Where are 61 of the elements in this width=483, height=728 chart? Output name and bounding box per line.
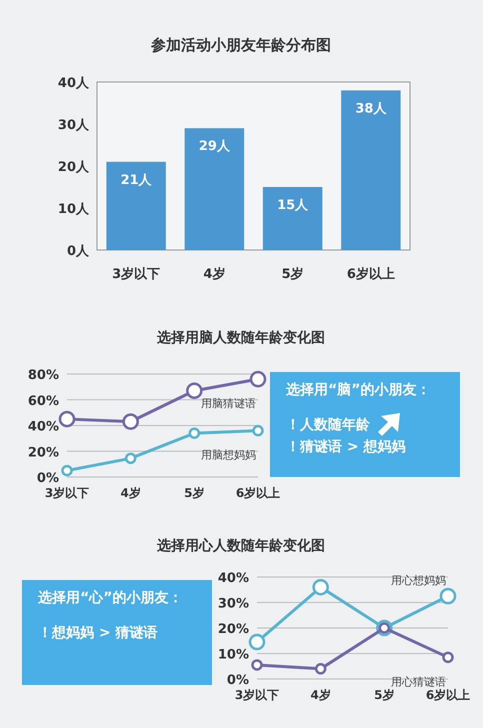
point [248, 634, 266, 650]
y-tick-label: 80% [28, 368, 59, 383]
point [251, 659, 263, 671]
y-tick-label: 20% [28, 445, 59, 460]
point [442, 652, 454, 664]
bar [184, 128, 244, 250]
series-label: 用心想妈妈 [391, 574, 446, 588]
point [61, 464, 73, 476]
point [314, 663, 326, 675]
y-tick-label: 40% [218, 571, 249, 586]
point [440, 588, 456, 604]
y-tick-label: 10% [218, 648, 249, 662]
x-tick-label: 3岁以下 [234, 688, 280, 702]
y-tick-label: 20% [218, 622, 249, 637]
x-tick-label: 4岁 [310, 688, 331, 702]
point [58, 410, 76, 428]
x-tick-label: 6岁以上 [426, 688, 470, 702]
x-tick-label: 4岁 [203, 267, 226, 282]
point [252, 424, 264, 436]
point [188, 427, 200, 439]
y-tick-label: 30% [218, 596, 249, 612]
bar [341, 90, 401, 250]
point [250, 370, 266, 388]
point [124, 452, 136, 464]
point [312, 578, 329, 596]
chart-title: 选择用心人数随年龄变化图 [156, 537, 325, 554]
chart-title: 参加活动小朋友年龄分布图 [150, 36, 331, 54]
x-tick-label: 4岁 [120, 486, 141, 500]
x-tick-label: 3岁以下 [112, 267, 160, 282]
y-tick-label: 20人 [58, 160, 90, 175]
data-label: 38人 [355, 101, 388, 116]
x-tick-label: 6岁以上 [236, 486, 280, 500]
y-tick-label: 60% [28, 394, 59, 409]
y-tick-label: 0人 [66, 244, 90, 259]
x-tick-label: 5岁 [374, 688, 395, 702]
text: 选择用“心”的小朋友： [37, 589, 182, 606]
x-tick-label: 3岁以下 [44, 486, 90, 500]
y-tick-label: 40% [28, 420, 59, 434]
text: ！猜谜语 > 想妈妈 [286, 439, 406, 455]
x-tick-label: 5岁 [282, 267, 304, 282]
y-tick-label: 30人 [58, 118, 90, 133]
point [186, 382, 203, 399]
x-tick-label: 6岁以上 [346, 267, 395, 282]
y-tick-label: 40人 [58, 76, 90, 91]
data-label: 29人 [198, 139, 231, 154]
series-label: 用脑猜谜语 [201, 397, 256, 410]
point [122, 413, 139, 430]
y-tick-label: 10人 [58, 202, 90, 217]
data-label: 15人 [277, 198, 310, 213]
series-label: 用心猜谜语 [391, 675, 446, 688]
y-tick-label: 0% [36, 471, 59, 486]
text: 选择用“脑”的小朋友： [285, 381, 430, 398]
chart-title: 选择用脑人数随年龄变化图 [156, 329, 325, 346]
bar [262, 187, 322, 250]
bar [106, 162, 166, 250]
x-tick-label: 5岁 [184, 486, 205, 500]
text: ！想妈妈 > 猜谜语 [38, 625, 158, 641]
series-label: 用脑想妈妈 [201, 448, 256, 462]
y-tick-label: 0% [226, 673, 249, 688]
text: ！人数随年龄 [286, 417, 371, 433]
data-label: 21人 [120, 172, 153, 188]
